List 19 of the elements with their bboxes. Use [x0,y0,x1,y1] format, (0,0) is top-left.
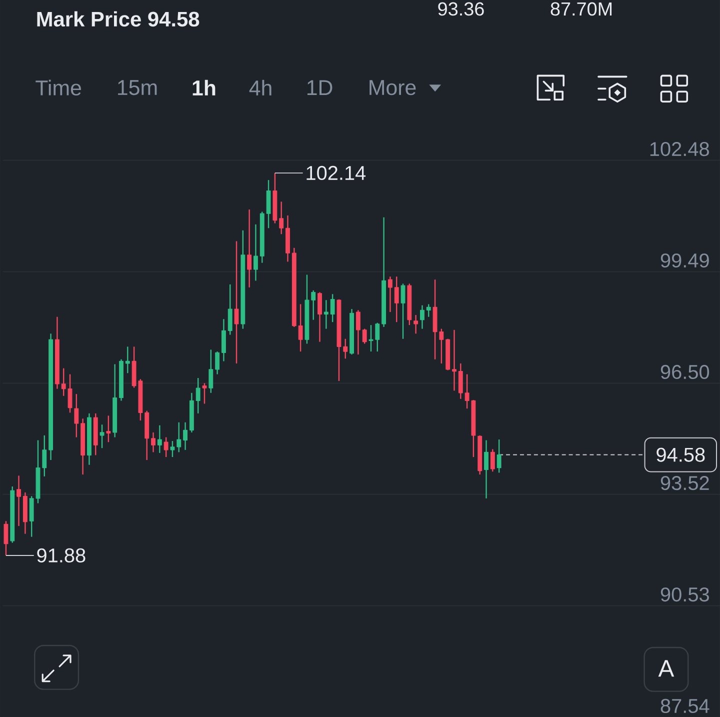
annotation: 87.70M [550,2,612,16]
y-tick-label: 99.49 [660,253,709,268]
y-tick-label: 96.50 [660,364,710,379]
annotation: More [370,80,416,96]
ref-line-label: 94.58 [656,448,705,462]
annotation: A [658,660,674,677]
annotation: 93.36 [438,2,484,16]
annotation: 1D [307,80,332,95]
y-tick-label: 87.54 [660,698,710,713]
annotation: 91.88 [37,548,86,562]
annotation: 15m [118,80,157,96]
y-tick-label: 93.52 [660,476,709,490]
annotation: 4h [249,80,272,96]
annotation: Time [36,80,82,96]
y-tick-label: 90.53 [660,587,709,602]
chart-title: Mark Price 94.58 [37,11,200,26]
y-tick-label: 102.48 [650,142,709,156]
annotation: 1h [192,80,216,96]
annotation: 102.14 [306,166,366,180]
